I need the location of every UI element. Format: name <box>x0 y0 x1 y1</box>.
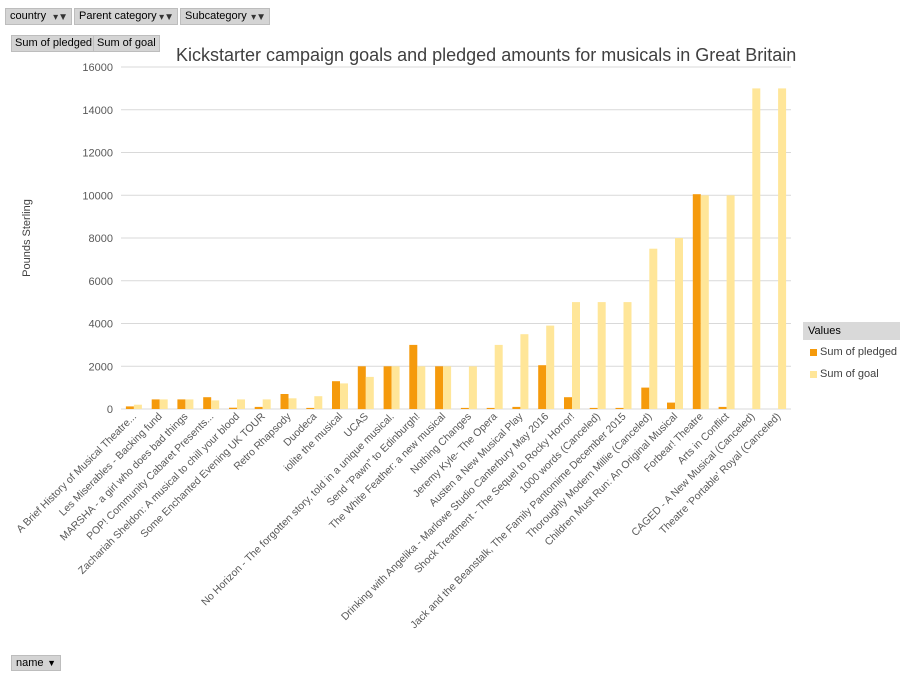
bar-goal[interactable] <box>314 396 323 409</box>
filter-parent-category-label: Parent category <box>79 10 157 22</box>
bar-goal[interactable] <box>185 399 194 409</box>
bar-goal[interactable] <box>752 88 761 410</box>
bar-goal[interactable] <box>597 302 606 409</box>
bar-pledged[interactable] <box>589 407 598 409</box>
legend: Values Sum of pledged Sum of goal <box>803 322 900 410</box>
bar-pledged[interactable] <box>254 406 263 409</box>
y-tick-label: 8000 <box>89 233 113 245</box>
bar-pledged[interactable] <box>203 397 212 409</box>
bar-pledged[interactable] <box>357 366 366 410</box>
legend-item-goal: Sum of goal <box>810 368 879 380</box>
bar-pledged[interactable] <box>641 387 650 409</box>
bar-pledged[interactable] <box>538 365 547 409</box>
y-tick-label: 12000 <box>82 148 113 160</box>
bar-goal[interactable] <box>649 248 658 409</box>
legend-swatch-goal <box>810 370 817 378</box>
bar-goal[interactable] <box>494 344 503 409</box>
bar-pledged[interactable] <box>383 366 392 410</box>
bar-goal[interactable] <box>443 366 452 410</box>
field-sum-pledged-button[interactable]: Sum of pledged <box>11 35 97 52</box>
bar-goal[interactable] <box>726 195 735 410</box>
bar-goal[interactable] <box>262 399 271 409</box>
filter-country-label: country <box>10 10 47 22</box>
y-tick-label: 4000 <box>89 319 113 331</box>
axis-field-name-button[interactable]: name ▼ <box>11 655 61 671</box>
bar-goal[interactable] <box>546 325 555 409</box>
legend-header[interactable]: Values <box>803 322 900 340</box>
bars <box>125 88 787 410</box>
legend-item-pledged: Sum of pledged <box>810 346 897 358</box>
chart-title: Kickstarter campaign goals and pledged a… <box>176 45 797 65</box>
bar-goal[interactable] <box>365 376 374 409</box>
bar-goal[interactable] <box>700 195 709 410</box>
y-tick-label: 14000 <box>82 105 113 117</box>
bar-pledged[interactable] <box>177 399 186 409</box>
bar-pledged[interactable] <box>280 394 289 409</box>
y-tick-label: 6000 <box>89 276 113 288</box>
bar-goal[interactable] <box>675 238 683 409</box>
y-tick-label: 16000 <box>82 62 113 74</box>
bar-pledged[interactable] <box>409 344 418 409</box>
dropdown-arrow-icon: ▼ <box>47 658 56 668</box>
filter-funnel-icon: ▾▼ <box>53 12 68 23</box>
bar-goal[interactable] <box>623 302 632 409</box>
bar-pledged[interactable] <box>125 406 134 409</box>
bar-pledged[interactable] <box>306 407 315 409</box>
filter-subcategory-button[interactable]: Subcategory ▾▼ <box>180 8 270 25</box>
bar-pledged[interactable] <box>332 381 340 409</box>
bar-goal[interactable] <box>211 400 220 409</box>
filter-subcategory-label: Subcategory <box>185 10 247 22</box>
y-tick-label: 10000 <box>82 190 113 202</box>
bar-goal[interactable] <box>288 398 297 409</box>
bar-goal[interactable] <box>572 302 580 409</box>
bar-pledged[interactable] <box>692 194 701 409</box>
legend-label-goal: Sum of goal <box>820 368 879 380</box>
bar-pledged[interactable] <box>151 399 160 409</box>
x-tick-labels: A Brief History of Musical Theatre...Les… <box>14 410 783 631</box>
bar-pledged[interactable] <box>486 407 495 409</box>
legend-label-pledged: Sum of pledged <box>820 346 898 358</box>
bar-pledged[interactable] <box>564 397 572 409</box>
bar-pledged[interactable] <box>460 407 469 409</box>
bar-goal[interactable] <box>468 366 477 410</box>
y-tick-label: 2000 <box>89 361 113 373</box>
filter-funnel-icon: ▾▼ <box>251 12 266 23</box>
y-tick-label: 0 <box>107 404 113 416</box>
bar-pledged[interactable] <box>229 407 237 409</box>
bar-goal[interactable] <box>778 88 787 410</box>
bar-goal[interactable] <box>159 399 168 409</box>
bar-goal[interactable] <box>340 383 348 409</box>
bar-pledged[interactable] <box>615 407 624 409</box>
filter-country-button[interactable]: country ▾▼ <box>5 8 72 25</box>
filter-parent-category-button[interactable]: Parent category ▾▼ <box>74 8 178 25</box>
bar-pledged[interactable] <box>512 406 521 409</box>
axis-field-label: name <box>16 657 44 669</box>
gridlines <box>121 66 791 410</box>
y-tick-labels: 0 2000 4000 6000 8000 10000 12000 14000 16000 <box>82 62 113 416</box>
bar-goal[interactable] <box>520 334 529 409</box>
bar-goal[interactable] <box>133 404 142 409</box>
bar-pledged[interactable] <box>435 366 444 410</box>
bar-goal[interactable] <box>391 366 400 410</box>
field-sum-goal-button[interactable]: Sum of goal <box>93 35 160 52</box>
filter-funnel-icon: ▾▼ <box>159 12 174 23</box>
legend-swatch-pledged <box>810 348 817 356</box>
bar-pledged[interactable] <box>667 402 675 409</box>
bar-goal[interactable] <box>237 399 245 409</box>
bar-goal[interactable] <box>417 366 426 410</box>
bar-pledged[interactable] <box>718 406 727 409</box>
